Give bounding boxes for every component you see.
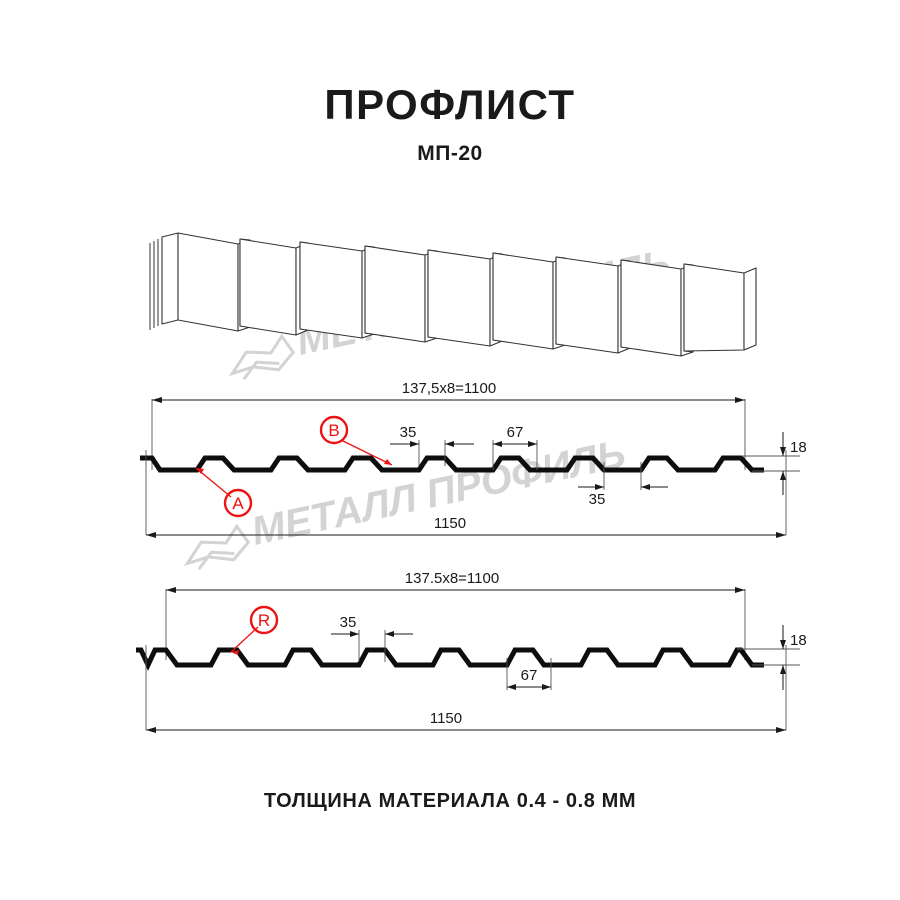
dimension-label-overall-bottom-bottom: 1150 [430,710,462,727]
marker-circle-r [249,605,279,635]
dimension-height-18-top: 18 [741,432,807,495]
profile-3d-view [149,232,757,357]
metall-profil-logo [183,523,251,571]
profile-outline-bottom [136,647,764,671]
page-title: ПРОФЛИСТ [324,81,576,128]
cross-section-r: 137.5x8=1100 R 35 [136,570,807,733]
dimension-label-valley-67-bottom: 67 [521,667,538,684]
dimension-1100-bottom: 137.5x8=1100 [166,570,745,593]
dimension-label-height-18-bottom: 18 [790,632,807,649]
dimension-label-overall-bottom-top: 1150 [434,515,466,532]
dimension-crest-35-bottom: 35 [331,614,413,662]
profile-outline-top [140,455,764,473]
marker-label-r: R [258,611,270,630]
dimension-1100-top: 137,5x8=1100 [152,380,745,403]
dimension-label-crest-35-top: 35 [400,424,417,441]
watermark-middle: МЕТАЛЛ ПРОФИЛЬ [183,432,629,571]
dimension-valley-67-bottom: 67 [506,658,552,690]
marker-a: A [195,467,253,518]
dimension-1150-top: 1150 [146,515,786,538]
dimension-1150-bottom: 1150 [146,710,786,733]
dimension-height-18-bottom: 18 [737,625,807,690]
dimension-label-trough-35-top: 35 [589,491,606,508]
marker-circle-b [319,415,349,445]
material-thickness-note: ТОЛЩИНА МАТЕРИАЛА 0.4 - 0.8 ММ [263,790,637,812]
page-subtitle: МП-20 [417,142,483,165]
dimension-trough-35-top: 35 [578,462,668,508]
marker-b: B [319,415,393,466]
marker-label-a: A [232,494,244,513]
marker-r: R [230,605,279,655]
marker-label-b: B [328,421,339,440]
metall-profil-logo [228,333,296,381]
dimension-label-height-18-top: 18 [790,439,807,456]
title-block: ПРОФЛИСТ МП-20 [0,84,900,166]
dimension-label-overall-top-bottom: 137.5x8=1100 [405,570,499,587]
cross-section-a-b: 137,5x8=1100 A B [140,380,807,538]
extension-lines-1150-bottom [145,645,787,730]
dimension-label-crest-35-bottom: 35 [340,614,357,631]
dimension-crest-35-top: 35 [390,424,474,466]
extension-lines-1150-top [145,450,787,535]
dimension-label-valley-67-top: 67 [507,424,524,441]
dimension-valley-67-top: 67 [492,424,538,470]
dimension-label-overall-top: 137,5x8=1100 [402,380,496,397]
footer-block: ТОЛЩИНА МАТЕРИАЛА 0.4 - 0.8 ММ [0,790,900,813]
marker-circle-a [223,488,253,518]
